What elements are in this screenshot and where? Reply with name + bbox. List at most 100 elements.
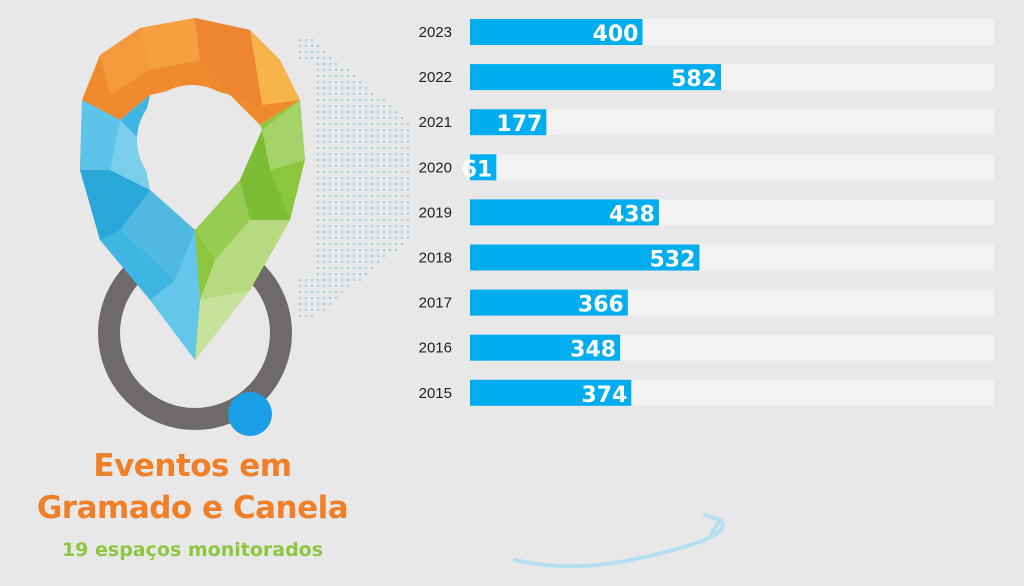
halftone-dot xyxy=(340,212,344,216)
halftone-dot xyxy=(376,116,380,120)
halftone-dot xyxy=(352,116,356,120)
halftone-dot xyxy=(334,158,338,162)
halftone-dot xyxy=(406,128,410,132)
halftone-dot xyxy=(382,164,386,168)
halftone-dot xyxy=(316,302,320,306)
halftone-dot xyxy=(310,44,314,48)
halftone-dot xyxy=(322,266,326,270)
halftone-dot xyxy=(358,110,362,114)
halftone-dot xyxy=(370,248,374,252)
halftone-dot xyxy=(388,194,392,198)
halftone-dot xyxy=(370,182,374,186)
halftone-dot xyxy=(370,242,374,246)
halftone-dot xyxy=(316,44,320,48)
halftone-dot xyxy=(370,218,374,222)
halftone-dot xyxy=(400,128,404,132)
halftone-dot xyxy=(370,134,374,138)
halftone-dot xyxy=(322,68,326,72)
halftone-dot xyxy=(364,230,368,234)
halftone-dot xyxy=(400,116,404,120)
halftone-dot xyxy=(370,128,374,132)
halftone-dot xyxy=(382,206,386,210)
halftone-dot xyxy=(364,158,368,162)
halftone-dot xyxy=(322,248,326,252)
halftone-dot xyxy=(334,182,338,186)
halftone-dot xyxy=(370,122,374,126)
halftone-dot xyxy=(376,128,380,132)
data-label-2017: 366 xyxy=(578,293,624,318)
halftone-dot xyxy=(328,164,332,168)
halftone-dot xyxy=(304,56,308,60)
halftone-dot xyxy=(388,230,392,234)
halftone-dot xyxy=(316,98,320,102)
halftone-dot xyxy=(316,212,320,216)
halftone-dot xyxy=(334,224,338,228)
halftone-dot xyxy=(352,254,356,258)
halftone-dot xyxy=(394,164,398,168)
halftone-dot xyxy=(358,188,362,192)
bar-2022 xyxy=(470,64,722,91)
halftone-dot xyxy=(298,50,302,54)
halftone-dot xyxy=(346,182,350,186)
halftone-dot xyxy=(340,140,344,144)
halftone-dot xyxy=(328,218,332,222)
halftone-dot xyxy=(358,80,362,84)
halftone-dot xyxy=(394,140,398,144)
logo-dot xyxy=(228,392,272,436)
halftone-dot xyxy=(316,62,320,66)
halftone-dot xyxy=(334,104,338,108)
halftone-dot xyxy=(346,272,350,276)
halftone-dot xyxy=(358,134,362,138)
year-label-2017: 2017 xyxy=(419,295,452,312)
halftone-dot xyxy=(346,200,350,204)
halftone-dot xyxy=(328,128,332,132)
halftone-dot xyxy=(316,74,320,78)
halftone-dot xyxy=(322,74,326,78)
halftone-dot xyxy=(322,278,326,282)
halftone-dot xyxy=(400,242,404,246)
halftone-dot xyxy=(346,140,350,144)
halftone-dot xyxy=(322,188,326,192)
halftone-dot xyxy=(334,122,338,126)
halftone-dot xyxy=(334,188,338,192)
halftone-dot xyxy=(340,230,344,234)
halftone-dot xyxy=(352,80,356,84)
halftone-dot xyxy=(388,140,392,144)
halftone-dot xyxy=(382,140,386,144)
halftone-dot xyxy=(328,110,332,114)
halftone-dot xyxy=(322,290,326,294)
halftone-dot xyxy=(352,218,356,222)
year-label-2021: 2021 xyxy=(419,114,452,131)
halftone-dot xyxy=(316,224,320,228)
data-label-2019: 438 xyxy=(609,202,655,227)
halftone-dot xyxy=(322,296,326,300)
halftone-dot xyxy=(376,110,380,114)
halftone-dot xyxy=(358,116,362,120)
halftone-dot xyxy=(304,290,308,294)
halftone-dot xyxy=(310,290,314,294)
halftone-dot xyxy=(406,146,410,150)
halftone-dot xyxy=(364,104,368,108)
halftone-dot xyxy=(364,224,368,228)
halftone-dot xyxy=(358,140,362,144)
year-label-2022: 2022 xyxy=(419,69,452,86)
year-label-2020: 2020 xyxy=(419,159,452,176)
halftone-dot xyxy=(352,146,356,150)
halftone-dot xyxy=(322,170,326,174)
halftone-dot xyxy=(406,122,410,126)
halftone-dot xyxy=(376,260,380,264)
halftone-dot xyxy=(388,236,392,240)
halftone-dot xyxy=(304,38,308,42)
halftone-dot xyxy=(340,278,344,282)
halftone-dot xyxy=(328,80,332,84)
halftone-dot xyxy=(364,92,368,96)
halftone-dot xyxy=(316,182,320,186)
halftone-dot xyxy=(352,170,356,174)
halftone-dot xyxy=(376,146,380,150)
halftone-dot xyxy=(358,104,362,108)
halftone-dot xyxy=(364,146,368,150)
halftone-dot xyxy=(358,212,362,216)
halftone-dot xyxy=(334,92,338,96)
halftone-dot xyxy=(364,182,368,186)
halftone-dot xyxy=(340,122,344,126)
